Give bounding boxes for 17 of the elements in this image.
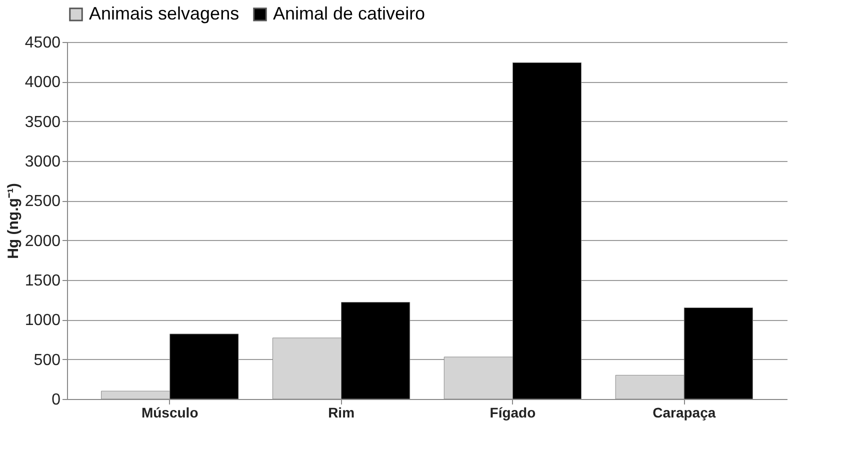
x-tick-label: Carapaça [652, 404, 716, 420]
y-tick-label: 4000 [24, 74, 61, 92]
y-tick-label: 1500 [24, 272, 61, 290]
y-tick-label: 3500 [24, 114, 61, 131]
y-tick-label: 4500 [24, 34, 61, 52]
y-tick-label: 2500 [24, 193, 61, 210]
y-tick-label: 0 [52, 392, 61, 408]
x-tick-label: Músculo [141, 404, 198, 420]
legend-label: Animal de cativeiro [273, 3, 426, 24]
y-axis-title: Hg (ng.g⁻¹) [4, 183, 22, 259]
y-tick-label: 3000 [24, 154, 61, 170]
x-tick-label: Fígado [490, 404, 536, 420]
x-tick-label: Rim [328, 404, 355, 420]
y-tick-label: 500 [34, 352, 61, 369]
y-tick-label: 2000 [24, 232, 61, 250]
legend-label: Animais selvagens [89, 3, 240, 24]
y-tick-label: 1000 [24, 312, 61, 330]
